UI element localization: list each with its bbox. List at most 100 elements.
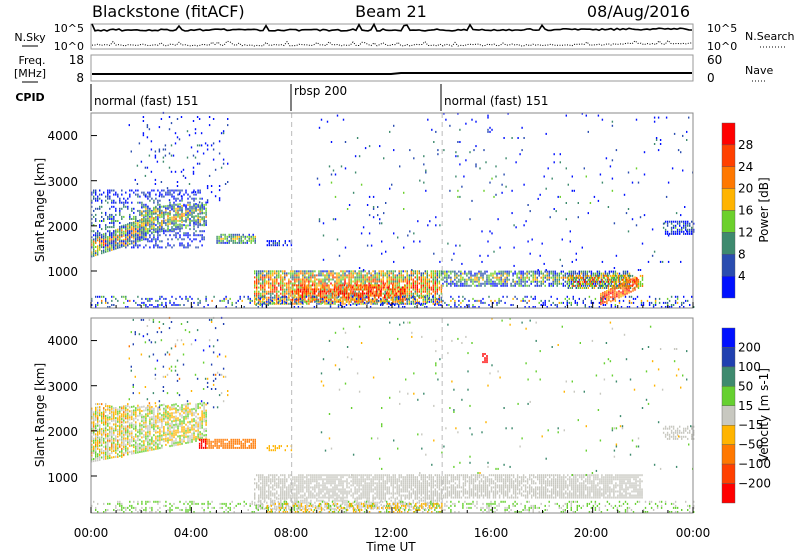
data-cell	[624, 294, 625, 296]
data-cell	[458, 279, 459, 281]
data-cell	[310, 274, 311, 276]
data-cell	[514, 281, 515, 283]
data-cell	[155, 194, 156, 196]
data-cell	[437, 153, 438, 155]
data-cell	[608, 291, 609, 293]
data-cell	[260, 279, 261, 281]
data-cell	[392, 290, 393, 292]
data-cell	[474, 279, 475, 281]
data-cell	[368, 293, 369, 295]
data-cell	[543, 275, 544, 277]
data-cell	[394, 288, 395, 290]
data-cell	[193, 120, 194, 122]
data-cell	[338, 296, 339, 298]
data-cell	[421, 289, 422, 291]
data-cell	[288, 283, 289, 285]
data-cell	[236, 302, 237, 304]
data-cell	[487, 115, 488, 117]
data-cell	[472, 298, 473, 300]
data-cell	[155, 155, 156, 157]
data-cell	[165, 194, 166, 196]
data-cell	[228, 300, 229, 302]
data-cell	[348, 303, 349, 305]
data-cell	[486, 281, 487, 283]
nave-label: Nave	[745, 64, 773, 77]
data-cell	[339, 255, 340, 257]
data-cell	[487, 255, 488, 257]
data-cell	[402, 299, 403, 301]
data-cell	[434, 304, 435, 306]
data-cell	[632, 280, 633, 282]
data-cell	[267, 240, 268, 242]
data-cell	[115, 298, 116, 300]
data-cell	[318, 272, 319, 274]
data-cell	[177, 304, 178, 306]
data-cell	[93, 460, 94, 462]
data-cell	[157, 229, 158, 231]
data-cell	[95, 190, 96, 192]
data-cell	[691, 227, 692, 229]
data-cell	[439, 274, 440, 276]
data-cell	[529, 273, 530, 275]
data-cell	[115, 208, 116, 210]
data-cell	[139, 238, 140, 240]
data-cell	[131, 208, 132, 210]
data-cell	[613, 271, 614, 273]
data-cell	[181, 171, 182, 173]
data-cell	[435, 301, 436, 303]
data-cell	[356, 284, 357, 286]
data-cell	[280, 281, 281, 283]
data-cell	[360, 284, 361, 286]
data-cell	[675, 221, 676, 223]
data-cell	[429, 291, 430, 293]
data-cell	[446, 277, 447, 279]
data-cell	[179, 203, 180, 205]
data-cell	[93, 432, 94, 434]
data-cell	[262, 285, 263, 287]
data-cell	[316, 290, 317, 292]
data-cell	[413, 293, 414, 295]
data-cell	[95, 220, 96, 222]
data-cell	[107, 194, 108, 196]
data-cell	[682, 170, 683, 172]
data-cell	[423, 289, 424, 291]
data-cell	[406, 298, 407, 300]
data-cell	[450, 283, 451, 285]
data-cell	[570, 241, 571, 243]
data-cell	[145, 234, 146, 236]
colorbar-swatch	[722, 145, 735, 167]
data-cell	[356, 301, 357, 303]
data-cell	[244, 296, 245, 298]
data-cell	[500, 285, 501, 287]
data-cell	[268, 272, 269, 274]
data-cell	[330, 293, 331, 295]
data-cell	[237, 234, 238, 236]
data-cell	[123, 240, 124, 242]
data-cell	[326, 291, 327, 293]
data-cell	[590, 281, 591, 283]
data-cell	[352, 289, 353, 291]
data-cell	[555, 273, 556, 275]
data-cell	[665, 233, 666, 235]
data-cell	[123, 235, 124, 237]
data-cell	[460, 271, 461, 273]
data-cell	[415, 301, 416, 303]
data-cell	[330, 295, 331, 297]
data-cell	[398, 298, 399, 300]
data-cell	[579, 271, 580, 273]
data-cell	[149, 230, 150, 232]
data-cell	[319, 127, 320, 129]
data-cell	[167, 192, 168, 194]
data-cell	[149, 214, 150, 216]
data-cell	[334, 288, 335, 290]
data-cell	[334, 293, 335, 295]
data-cell	[101, 448, 102, 450]
data-cell	[177, 118, 178, 120]
data-cell	[391, 279, 392, 281]
data-cell	[324, 297, 325, 299]
data-cell	[411, 279, 412, 281]
data-cell	[373, 196, 374, 198]
data-cell	[675, 302, 676, 304]
data-cell	[270, 276, 271, 278]
data-cell	[97, 232, 98, 234]
